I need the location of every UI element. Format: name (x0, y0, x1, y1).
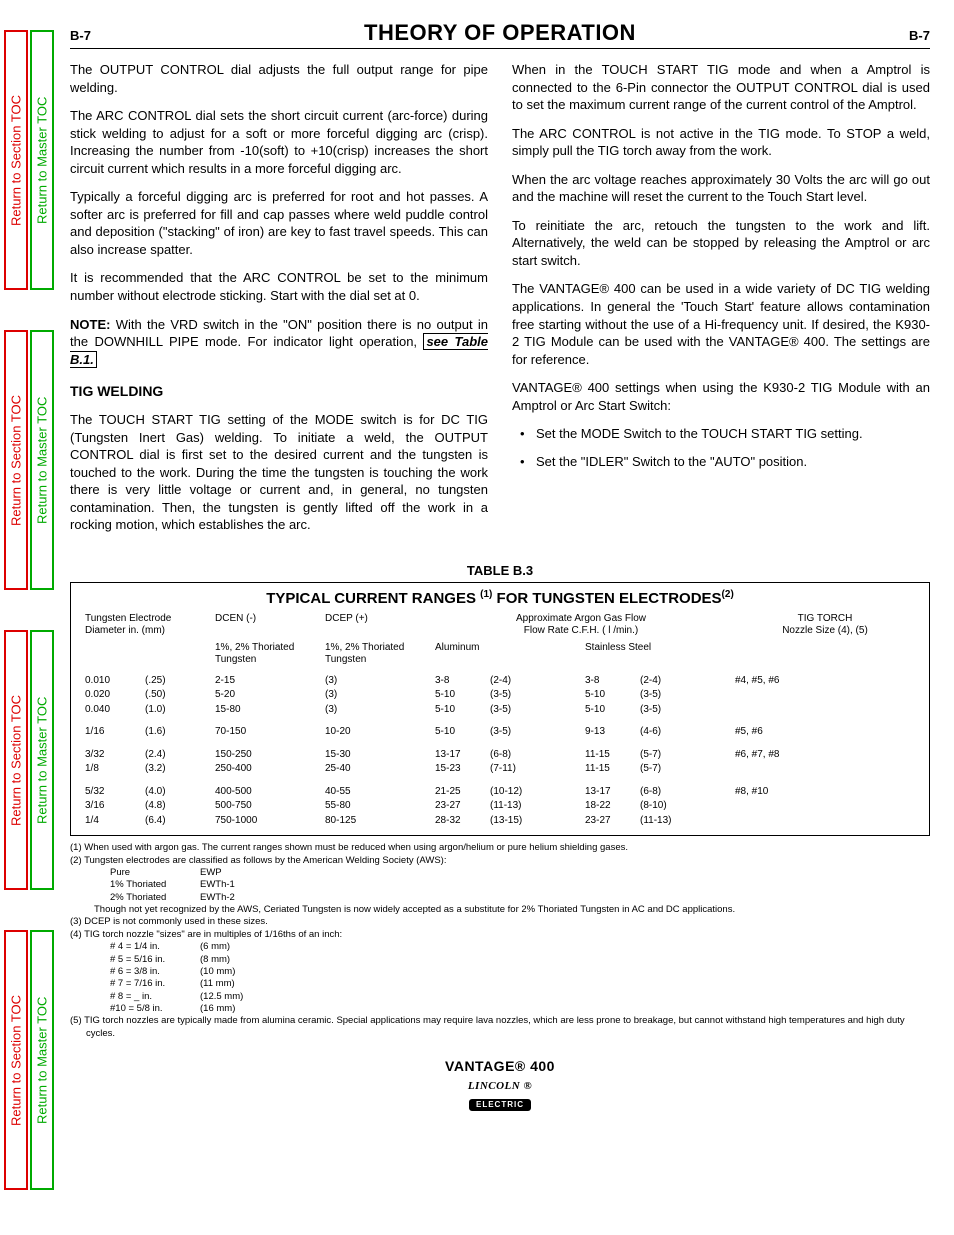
para: It is recommended that the ARC CONTROL b… (70, 269, 488, 304)
footnote-4-row: # 6 = 3/8 in.(10 mm) (70, 966, 930, 978)
logo-bottom-text: ELECTRIC (469, 1099, 531, 1111)
table-row: 1/16(1.6)70-15010-205-10(3-5)9-13(4-6)#5… (81, 724, 919, 739)
table-title: TYPICAL CURRENT RANGES (1) FOR TUNGSTEN … (81, 589, 919, 607)
table-row: 0.040(1.0)15-80(3)5-10(3-5)5-10(3-5) (81, 702, 919, 717)
return-section-toc-2[interactable]: Return to Section TOC (4, 330, 28, 590)
bullet-item: Set the MODE Switch to the TOUCH START T… (526, 425, 930, 443)
table-row: 3/32(2.4)150-25015-3013-17(6-8)11-15(5-7… (81, 747, 919, 762)
table-row: 0.010(.25)2-15(3)3-8(2-4)3-8(2-4)#4, #5,… (81, 673, 919, 688)
page-header: B-7 THEORY OF OPERATION B-7 (70, 20, 930, 49)
table-row (81, 776, 919, 784)
footnote-2-tail: Though not yet recognized by the AWS, Ce… (70, 904, 930, 916)
para: The TOUCH START TIG setting of the MODE … (70, 411, 488, 534)
para: To reinitiate the arc, retouch the tungs… (512, 217, 930, 270)
footnote-4: (4) TIG torch nozzle "sizes" are in mult… (70, 929, 930, 941)
left-column: The OUTPUT CONTROL dial adjusts the full… (70, 61, 488, 545)
table-row (81, 739, 919, 747)
hdr-gasflow: Approximate Argon Gas FlowFlow Rate C.F.… (431, 613, 731, 642)
footnote-2-row: PureEWP (70, 867, 930, 879)
para: The VANTAGE® 400 can be used in a wide v… (512, 280, 930, 368)
table-row (81, 716, 919, 724)
note-label: NOTE: (70, 317, 110, 332)
footnote-5: (5) TIG torch nozzles are typically made… (70, 1015, 930, 1040)
table-row: 3/16(4.8)500-75055-8023-27(11-13)18-22(8… (81, 798, 919, 813)
footnote-4-row: # 8 = _ in.(12.5 mm) (70, 991, 930, 1003)
return-master-toc-2[interactable]: Return to Master TOC (30, 330, 54, 590)
para: The ARC CONTROL is not active in the TIG… (512, 125, 930, 160)
footnote-3: (3) DCEP is not commonly used in these s… (70, 916, 930, 928)
tig-welding-heading: TIG WELDING (70, 382, 488, 401)
body-columns: The OUTPUT CONTROL dial adjusts the full… (70, 61, 930, 545)
header-right: B-7 (909, 28, 930, 43)
para: Typically a forceful digging arc is pref… (70, 188, 488, 258)
para: The ARC CONTROL dial sets the short circ… (70, 107, 488, 177)
tab-pair-2: Return to Section TOC Return to Master T… (0, 330, 58, 590)
table-row: 1/8(3.2)250-40025-4015-23(7-11)11-15(5-7… (81, 761, 919, 776)
table-header-row: Tungsten ElectrodeDiameter in. (mm) DCEN… (81, 613, 919, 642)
table-subheader-row: 1%, 2% Thoriated Tungsten 1%, 2% Thoriat… (81, 642, 919, 673)
table-row: 1/4(6.4)750-100080-12528-32(13-15)23-27(… (81, 813, 919, 828)
hdr-diameter: Tungsten ElectrodeDiameter in. (mm) (81, 613, 211, 642)
sub-stainless: Stainless Steel (581, 642, 731, 673)
table-row: 5/32(4.0)400-50040-5521-25(10-12)13-17(6… (81, 784, 919, 799)
footer-model: VANTAGE® 400 (70, 1058, 930, 1074)
para: The OUTPUT CONTROL dial adjusts the full… (70, 61, 488, 96)
footnote-2: (2) Tungsten electrodes are classified a… (70, 855, 930, 867)
table-row: 0.020(.50)5-20(3)5-10(3-5)5-10(3-5) (81, 687, 919, 702)
lincoln-logo: LINCOLN ® ELECTRIC (70, 1076, 930, 1112)
tab-pair-1: Return to Section TOC Return to Master T… (0, 30, 58, 290)
logo-top-text: LINCOLN ® (468, 1080, 532, 1092)
right-column: When in the TOUCH START TIG mode and whe… (512, 61, 930, 545)
sub-dcen: 1%, 2% Thoriated Tungsten (211, 642, 321, 673)
para: When in the TOUCH START TIG mode and whe… (512, 61, 930, 114)
footnote-4-row: # 4 = 1/4 in.(6 mm) (70, 941, 930, 953)
hdr-torch: TIG TORCHNozzle Size (4), (5) (731, 613, 919, 642)
return-master-toc-1[interactable]: Return to Master TOC (30, 30, 54, 290)
para: VANTAGE® 400 settings when using the K93… (512, 379, 930, 414)
table-caption: TABLE B.3 (70, 563, 930, 578)
footnotes: (1) When used with argon gas. The curren… (70, 842, 930, 1040)
return-master-toc-4[interactable]: Return to Master TOC (30, 930, 54, 1190)
footnote-4-row: # 7 = 7/16 in.(11 mm) (70, 978, 930, 990)
page-footer: VANTAGE® 400 LINCOLN ® ELECTRIC (70, 1058, 930, 1112)
bullet-list: Set the MODE Switch to the TOUCH START T… (526, 425, 930, 470)
return-section-toc-4[interactable]: Return to Section TOC (4, 930, 28, 1190)
hdr-dcep: DCEP (+) (321, 613, 431, 642)
header-left: B-7 (70, 28, 91, 43)
sub-dcep: 1%, 2% Thoriated Tungsten (321, 642, 431, 673)
footnote-2-row: 2% ThoriatedEWTh-2 (70, 892, 930, 904)
para: When the arc voltage reaches approximate… (512, 171, 930, 206)
side-tabs: Return to Section TOC Return to Master T… (0, 0, 58, 1235)
header-title: THEORY OF OPERATION (364, 20, 636, 46)
return-master-toc-3[interactable]: Return to Master TOC (30, 630, 54, 890)
hdr-dcen: DCEN (-) (211, 613, 321, 642)
bullet-item: Set the "IDLER" Switch to the "AUTO" pos… (526, 453, 930, 471)
sub-aluminum: Aluminum (431, 642, 581, 673)
note-para: NOTE: With the VRD switch in the "ON" po… (70, 316, 488, 369)
tab-pair-4: Return to Section TOC Return to Master T… (0, 930, 58, 1190)
footnote-1: (1) When used with argon gas. The curren… (70, 842, 930, 854)
tab-pair-3: Return to Section TOC Return to Master T… (0, 630, 58, 890)
table-b3: TYPICAL CURRENT RANGES (1) FOR TUNGSTEN … (70, 582, 930, 837)
return-section-toc-1[interactable]: Return to Section TOC (4, 30, 28, 290)
footnote-4-row: # 5 = 5/16 in.(8 mm) (70, 954, 930, 966)
footnote-4-row: #10 = 5/8 in.(16 mm) (70, 1003, 930, 1015)
page-content: B-7 THEORY OF OPERATION B-7 The OUTPUT C… (70, 20, 930, 1112)
return-section-toc-3[interactable]: Return to Section TOC (4, 630, 28, 890)
electrode-table: Tungsten ElectrodeDiameter in. (mm) DCEN… (81, 613, 919, 828)
footnote-2-row: 1% ThoriatedEWTh-1 (70, 879, 930, 891)
